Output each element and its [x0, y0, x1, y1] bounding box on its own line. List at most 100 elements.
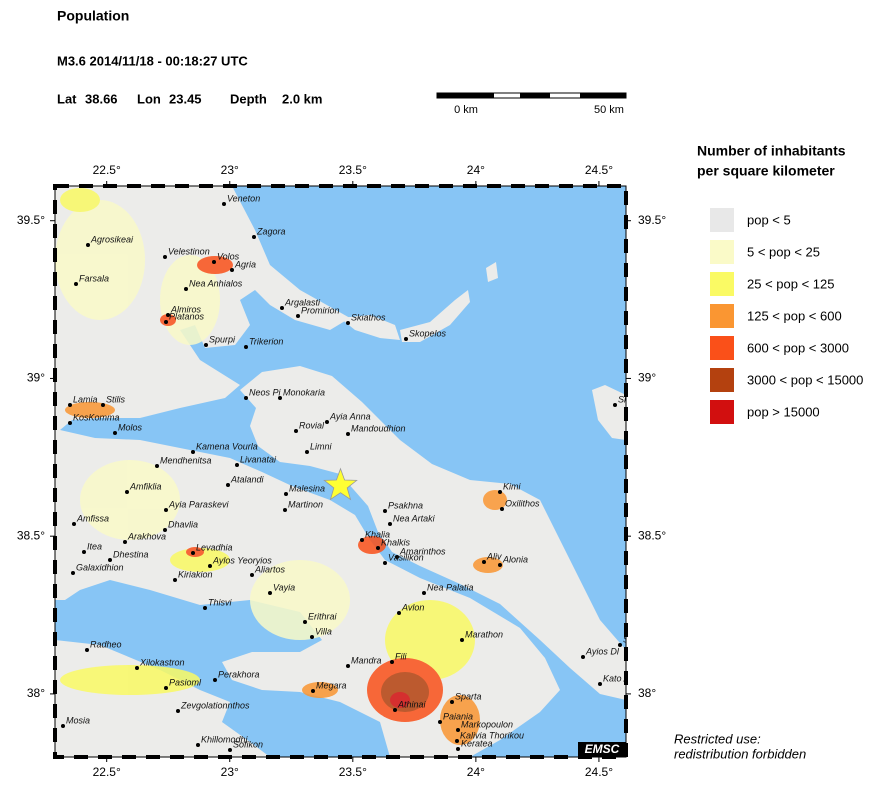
city-label: Paiania: [443, 711, 473, 721]
city-label: Villa: [315, 626, 332, 636]
city-dot: [176, 709, 180, 713]
city-dot: [268, 591, 272, 595]
city-label: Spurpi: [209, 334, 236, 344]
depth-label: Depth: [230, 91, 267, 106]
city-dot: [383, 561, 387, 565]
lat-tick-label: 39°: [638, 371, 656, 385]
lon-tick-label: 24.5°: [585, 163, 613, 177]
city-label: Livanatai: [240, 454, 277, 464]
lat-label: Lat: [57, 91, 77, 106]
city-dot: [101, 403, 105, 407]
city-dot: [450, 700, 454, 704]
city-dot: [283, 508, 287, 512]
city-dot: [135, 666, 139, 670]
lon-tick-label: 24°: [467, 765, 485, 779]
city-label: Agria: [234, 259, 256, 269]
city-dot: [303, 620, 307, 624]
city-label: Thisvi: [208, 597, 233, 607]
city-label: Fili: [395, 651, 407, 661]
city-label: Sk: [618, 394, 629, 404]
lat-tick-label: 39.5°: [17, 213, 45, 227]
lat-value: 38.66: [85, 91, 118, 106]
legend-label: 5 < pop < 25: [747, 244, 820, 259]
city-dot: [383, 509, 387, 513]
scale-start: 0 km: [454, 104, 478, 116]
city-label: Atalandi: [230, 474, 265, 484]
city-dot: [346, 321, 350, 325]
city-dot: [360, 538, 364, 542]
city-dot: [252, 235, 256, 239]
lat-tick-label: 38.5°: [638, 528, 666, 542]
city-label: Sparta: [455, 691, 482, 701]
city-label: Molos: [118, 422, 143, 432]
city-label: Markopoulon: [461, 719, 513, 729]
title: Population: [57, 8, 129, 24]
legend-swatch: [710, 304, 734, 328]
city-dot: [438, 720, 442, 724]
city-label: Megara: [316, 680, 347, 690]
city-dot: [310, 635, 314, 639]
lon-tick-label: 23.5°: [339, 765, 367, 779]
city-label: Alonia: [502, 554, 528, 564]
city-dot: [82, 550, 86, 554]
city-dot: [456, 747, 460, 751]
city-label: Athinai: [397, 699, 427, 709]
credit: EMSC: [585, 742, 620, 756]
city-label: Aylos Yeoryios: [212, 555, 272, 565]
city-label: Galaxidhion: [76, 562, 124, 572]
city-dot: [86, 243, 90, 247]
city-label: Dhavlia: [168, 519, 198, 529]
city-label: Vasilikon: [388, 552, 424, 562]
city-dot: [74, 282, 78, 286]
city-dot: [613, 403, 617, 407]
city-label: Agrosikeai: [90, 234, 134, 244]
map-frame-line: [54, 185, 627, 758]
city-dot: [456, 728, 460, 732]
city-dot: [71, 571, 75, 575]
lon-tick-label: 22.5°: [93, 765, 121, 779]
city-label: Ayia Anna: [329, 411, 371, 421]
city-label: Farsala: [79, 273, 109, 283]
city-dot: [296, 314, 300, 318]
city-label: Volos: [217, 251, 240, 261]
city-dot: [226, 483, 230, 487]
city-dot: [305, 450, 309, 454]
city-dot: [388, 522, 392, 526]
city-label: Platanos: [169, 311, 205, 321]
city-label: Mandra: [351, 655, 382, 665]
city-dot: [163, 255, 167, 259]
city-label: Marathon: [465, 629, 503, 639]
city-label: KosKomma: [73, 412, 120, 422]
city-label: Zevgolationnthos: [180, 700, 250, 710]
city-label: Avlon: [401, 602, 424, 612]
lat-tick-label: 38°: [27, 686, 45, 700]
city-label: Ayios Dl: [585, 646, 620, 656]
city-label: Nea Artaki: [393, 513, 436, 523]
legend-label: 125 < pop < 600: [747, 308, 842, 323]
city-label: Khalkis: [381, 537, 411, 547]
city-dot: [390, 660, 394, 664]
city-dot: [208, 564, 212, 568]
city-label: Khalia: [365, 529, 390, 539]
lon-label: Lon: [137, 91, 161, 106]
city-dot: [191, 551, 195, 555]
city-dot: [155, 464, 159, 468]
legend-title: per square kilometer: [697, 163, 835, 179]
city-label: Erithrai: [308, 611, 338, 621]
city-dot: [173, 578, 177, 582]
city-label: Lamia: [73, 394, 98, 404]
lon-tick-label: 23.5°: [339, 163, 367, 177]
city-label: Pasioml: [169, 677, 202, 687]
city-label: Kalivia Thorikou: [460, 730, 524, 740]
city-label: Levadhia: [196, 542, 233, 552]
legend-label: 3000 < pop < 15000: [747, 372, 863, 387]
city-dot: [250, 573, 254, 577]
city-label: Limni: [310, 441, 333, 451]
city-label: Zagora: [256, 226, 286, 236]
city-label: Aliv: [486, 551, 502, 561]
city-dot: [68, 403, 72, 407]
depth-value: 2.0 km: [282, 91, 322, 106]
city-label: Keratea: [461, 738, 493, 748]
city-label: Amfissa: [76, 513, 109, 523]
city-dot: [346, 664, 350, 668]
